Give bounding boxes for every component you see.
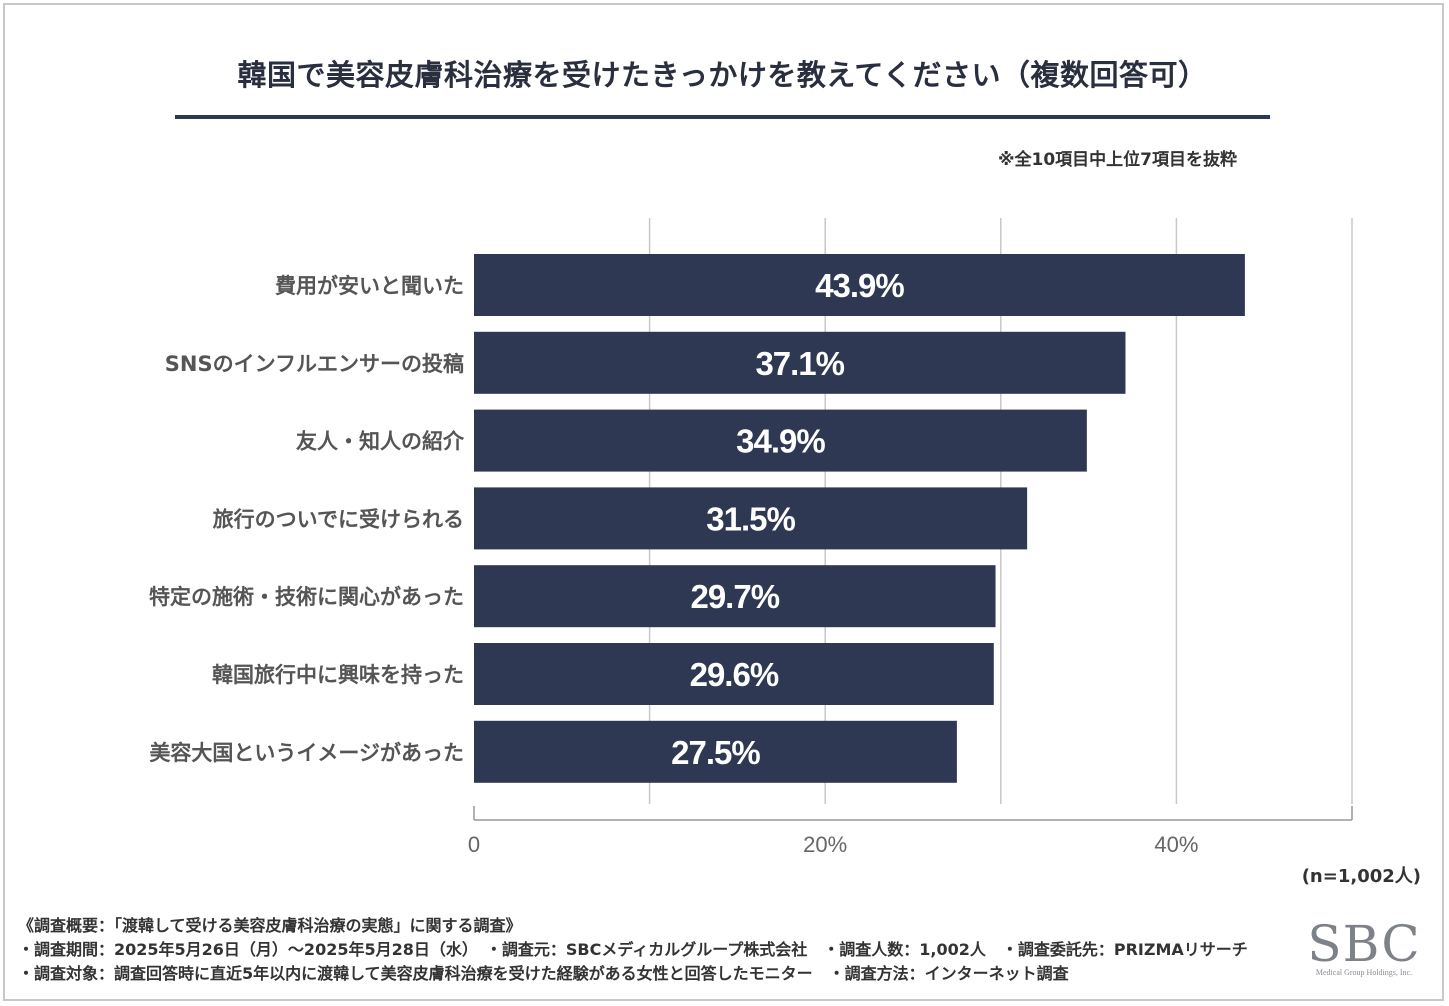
bar-layer xyxy=(474,254,1245,783)
bar-value-label: 31.5% xyxy=(706,500,795,537)
bar-value-label: 27.5% xyxy=(671,734,760,771)
sbc-logo: SBC Medical Group Holdings, Inc. xyxy=(1300,918,1428,977)
bar-value-label: 29.6% xyxy=(690,656,779,693)
survey-heading: 《調査概要：「渡韓して受ける美容皮膚科治療の実態」に関する調査》 xyxy=(18,916,522,935)
bar xyxy=(474,720,957,783)
category-label: 費用が安いと聞いた xyxy=(275,274,464,298)
category-label: 韓国旅行中に興味を持った xyxy=(212,663,464,687)
survey-summary: 《調査概要：「渡韓して受ける美容皮膚科治療の実態」に関する調査》 ・調査期間：2… xyxy=(18,914,1248,986)
survey-line-1: ・調査期間：2025年5月26日（月）〜2025年5月28日（水） ・調査元：S… xyxy=(18,940,1248,959)
category-label: 特定の施術・技術に関心があった xyxy=(149,585,464,609)
axis-layer xyxy=(473,806,1353,821)
sample-size: (n=1,002人) xyxy=(1301,866,1421,887)
bar xyxy=(474,409,1087,472)
title-underline xyxy=(175,115,1270,119)
category-label: 美容大国というイメージがあった xyxy=(149,741,464,765)
category-label: 旅行のついでに受けられる xyxy=(213,507,464,531)
x-tick-label: 0 xyxy=(468,832,480,857)
survey-line-2: ・調査対象：調査回答時に直近5年以内に渡韓して美容皮膚科治療を受けた経験がある女… xyxy=(18,964,1069,983)
category-label: 友人・知人の紹介 xyxy=(296,430,465,454)
logo-subtitle: Medical Group Holdings, Inc. xyxy=(1315,968,1413,977)
bar-value-label: 43.9% xyxy=(815,267,904,304)
label-layer: 43.9% 費用が安いと聞いた 37.1% SNSのインフルエンサーの投稿 34.9% 友… xyxy=(149,267,1198,857)
selection-note: ※全10項目中上位7項目を抜粋 xyxy=(997,150,1237,170)
x-tick-label: 20% xyxy=(803,832,847,857)
bar-value-label: 34.9% xyxy=(736,423,825,460)
bar-value-label: 29.7% xyxy=(690,578,779,615)
bar-value-label: 37.1% xyxy=(755,345,844,382)
bar xyxy=(474,643,994,705)
chart-frame xyxy=(3,3,1444,1001)
chart-title: 韓国で美容皮膚科治療を受けたきっかけを教えてください（複数回答可） xyxy=(237,58,1208,92)
bar xyxy=(474,487,1028,550)
bar xyxy=(474,254,1245,316)
x-tick-label: 40% xyxy=(1154,832,1198,857)
bar xyxy=(474,565,996,628)
logo-mark: SBC xyxy=(1307,915,1421,973)
category-label: SNSのインフルエンサーの投稿 xyxy=(165,352,464,376)
bar xyxy=(474,331,1126,394)
